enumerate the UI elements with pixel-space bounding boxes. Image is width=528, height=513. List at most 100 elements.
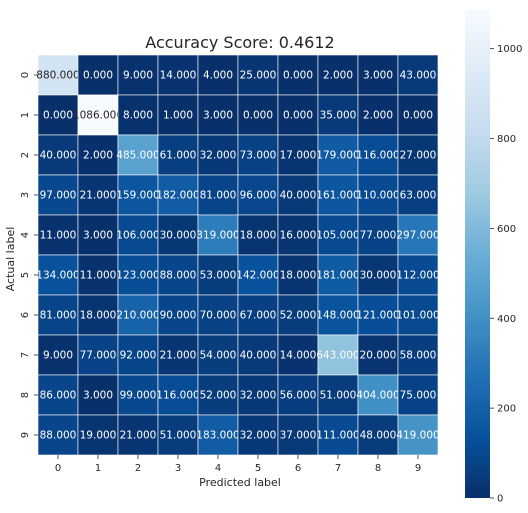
heatmap-cell-8-3 <box>157 374 199 416</box>
cell-value-label: 17.000 <box>280 150 317 162</box>
cell-value-label: 11.000 <box>80 270 117 282</box>
colorbar: 0 200 400 600 800 1000 <box>465 10 522 505</box>
y-tick-label: 6 <box>20 312 31 318</box>
heatmap-cell-1-9 <box>397 94 439 136</box>
heatmap-cell-4-1 <box>77 214 119 256</box>
heatmap-cell-2-9 <box>397 134 439 176</box>
heatmap-cell-9-0 <box>37 414 79 456</box>
cell-value-label: 0.000 <box>83 70 113 82</box>
heatmap-cell-3-6 <box>277 174 319 216</box>
heatmap-cell-0-0 <box>37 54 79 96</box>
cell-value-label: 181.000 <box>316 270 359 282</box>
heatmap-cell-1-7 <box>317 94 359 136</box>
cell-value-label: 77.000 <box>80 350 117 362</box>
heatmap-cell-7-8 <box>357 334 399 376</box>
cell-value-label: 30.000 <box>360 270 397 282</box>
heatmap-cell-2-4 <box>197 134 239 176</box>
cell-value-label: 73.000 <box>240 150 277 162</box>
colorbar-tick-label: 800 <box>497 134 516 145</box>
cell-value-label: 21.000 <box>160 350 197 362</box>
cell-value-label: 99.000 <box>120 390 157 402</box>
cell-value-label: 52.000 <box>200 390 237 402</box>
cell-value-label: 81.000 <box>200 190 237 202</box>
heatmap-cell-2-7 <box>317 134 359 176</box>
heatmap-cell-9-9 <box>397 414 439 456</box>
cell-value-label: 51.000 <box>320 390 357 402</box>
colorbar-tick-label: 1000 <box>497 44 522 55</box>
cell-value-label: 106.000 <box>116 230 159 242</box>
cell-value-label: 27.000 <box>400 150 437 162</box>
cell-value-label: 67.000 <box>240 310 277 322</box>
cell-value-label: 182.000 <box>156 190 199 202</box>
cell-value-label: 297.000 <box>396 230 439 242</box>
x-tick-label: 2 <box>135 463 141 474</box>
cell-value-label: 21.000 <box>120 430 157 442</box>
heatmap-cell-7-1 <box>77 334 119 376</box>
cell-value-label: 419.000 <box>396 430 439 442</box>
x-axis-ticks: 0 1 2 3 4 5 6 7 8 9 <box>55 455 421 474</box>
cell-value-label: 35.000 <box>320 110 357 122</box>
heatmap-cell-3-5 <box>237 174 279 216</box>
y-axis-label: Actual label <box>4 227 17 292</box>
cell-value-label: 90.000 <box>160 310 197 322</box>
colorbar-tick-label: 600 <box>497 224 516 235</box>
cell-value-label: 112.000 <box>396 270 439 282</box>
cell-value-label: 116.000 <box>356 150 399 162</box>
cell-value-label: 56.000 <box>280 390 317 402</box>
cell-value-label: 3.000 <box>83 230 113 242</box>
cell-value-label: 1086.000 <box>73 110 123 122</box>
heatmap-cell-0-2 <box>117 54 159 96</box>
x-tick-label: 6 <box>295 463 301 474</box>
x-tick-label: 7 <box>335 463 341 474</box>
cell-value-label: 97.000 <box>40 190 77 202</box>
cell-value-label: 58.000 <box>400 350 437 362</box>
heatmap-cell-7-3 <box>157 334 199 376</box>
heatmap-cell-6-9 <box>397 294 439 336</box>
cell-value-label: 210.000 <box>116 310 159 322</box>
y-axis-ticks: 0 1 2 3 4 5 6 7 8 9 <box>20 72 38 438</box>
cell-value-label: 0.000 <box>283 70 313 82</box>
cell-value-label: 40.000 <box>280 190 317 202</box>
cell-value-label: 18.000 <box>80 310 117 322</box>
heatmap-cell-8-9 <box>397 374 439 416</box>
cell-value-label: 3.000 <box>83 390 113 402</box>
heatmap-cell-5-2 <box>117 254 159 296</box>
cell-value-label: 880.000 <box>36 70 79 82</box>
cell-value-label: 111.000 <box>316 430 359 442</box>
cell-value-label: 9.000 <box>43 350 73 362</box>
heatmap-cell-3-8 <box>357 174 399 216</box>
cell-value-label: 18.000 <box>240 230 277 242</box>
y-tick-label: 2 <box>20 152 31 158</box>
heatmap-cell-4-5 <box>237 214 279 256</box>
heatmap-cell-9-7 <box>317 414 359 456</box>
heatmap-cell-0-3 <box>157 54 199 96</box>
cell-value-label: 121.000 <box>356 310 399 322</box>
heatmap-cell-3-0 <box>37 174 79 216</box>
cell-value-label: 21.000 <box>80 190 117 202</box>
heatmap-cell-6-7 <box>317 294 359 336</box>
x-tick-label: 8 <box>375 463 381 474</box>
heatmap-cell-8-2 <box>117 374 159 416</box>
heatmap-cell-2-8 <box>357 134 399 176</box>
cell-value-label: 142.000 <box>236 270 279 282</box>
heatmap-cell-6-6 <box>277 294 319 336</box>
cell-value-label: 96.000 <box>240 190 277 202</box>
y-tick-label: 4 <box>20 232 31 238</box>
cell-value-label: 404.000 <box>356 390 399 402</box>
cell-value-label: 77.000 <box>360 230 397 242</box>
heatmap-cell-9-8 <box>357 414 399 456</box>
heatmap-cell-9-3 <box>157 414 199 456</box>
cell-value-label: 105.000 <box>316 230 359 242</box>
cell-value-label: 3.000 <box>203 110 233 122</box>
cell-value-label: 19.000 <box>80 430 117 442</box>
cell-value-label: 2.000 <box>323 70 353 82</box>
cell-value-label: 0.000 <box>243 110 273 122</box>
y-tick-label: 5 <box>20 272 31 278</box>
heatmap-cell-5-8 <box>357 254 399 296</box>
x-tick-label: 1 <box>95 463 101 474</box>
cell-value-label: 40.000 <box>40 150 77 162</box>
cell-value-label: 61.000 <box>160 150 197 162</box>
heatmap-cell-7-7 <box>317 334 359 376</box>
heatmap-cell-6-3 <box>157 294 199 336</box>
heatmap-cell-2-6 <box>277 134 319 176</box>
